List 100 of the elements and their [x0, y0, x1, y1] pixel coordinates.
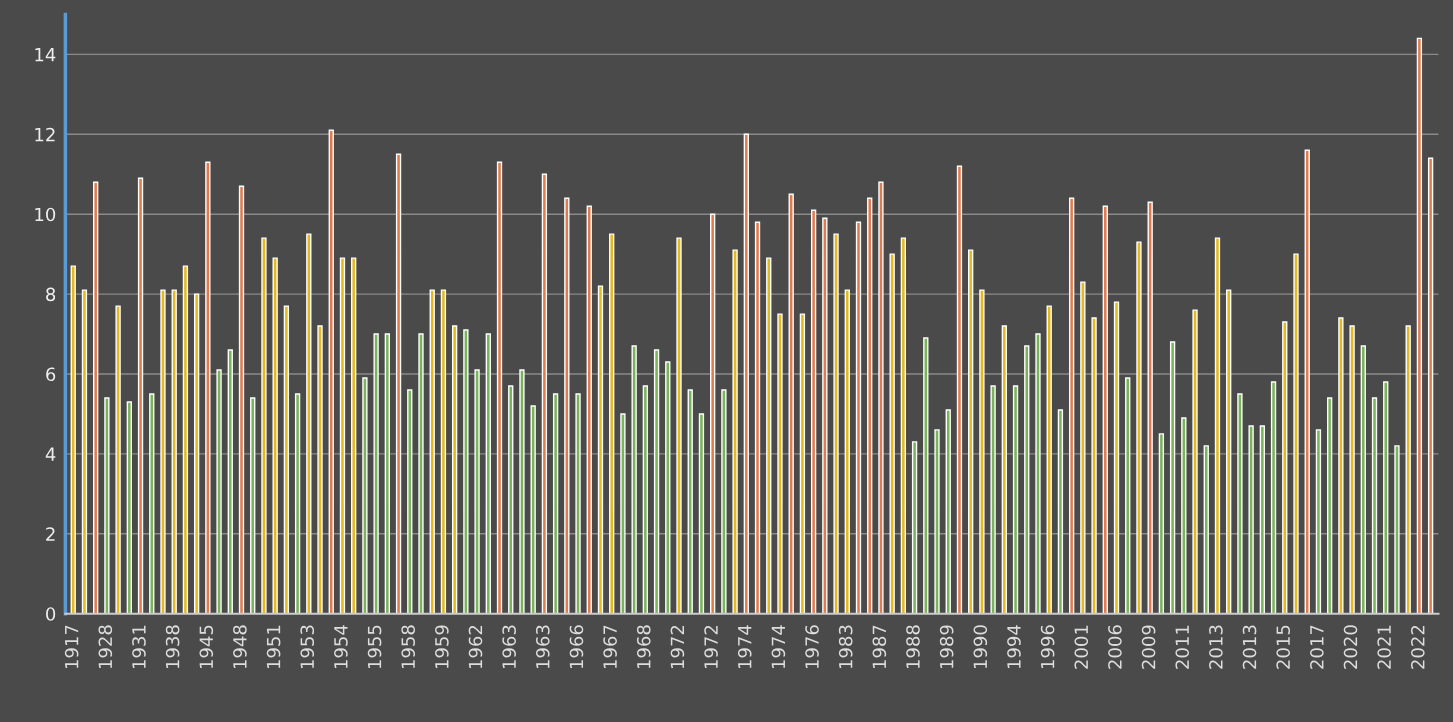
bar [1158, 433, 1165, 614]
x-tick-label: 2015 [1276, 625, 1291, 669]
y-tick-label: 2 [46, 527, 55, 541]
bar [609, 233, 615, 614]
bar [575, 393, 581, 614]
bar [171, 289, 177, 614]
bar [485, 333, 491, 614]
bar [889, 253, 895, 614]
bar [1125, 377, 1131, 614]
x-tick-label: 1928 [98, 625, 113, 669]
x-tick-label: 1967 [603, 625, 617, 669]
bar [1012, 385, 1019, 614]
x-tick-label: 1962 [468, 625, 483, 669]
bar [911, 441, 918, 614]
bar [721, 389, 727, 614]
bar [586, 205, 592, 614]
bar [261, 237, 267, 614]
bar [272, 257, 278, 614]
bar [429, 289, 435, 614]
bar [1270, 381, 1277, 614]
bar [1113, 301, 1120, 614]
bar [1383, 381, 1389, 614]
x-tick-label: 1983 [838, 625, 853, 669]
bar [822, 217, 828, 614]
bar [1394, 445, 1400, 614]
bar [294, 393, 301, 614]
bar [418, 333, 424, 614]
bar [968, 249, 974, 614]
x-tick-label: 1963 [535, 625, 550, 669]
x-tick-label: 1987 [872, 625, 887, 669]
x-tick-label: 1954 [334, 625, 348, 669]
bar [833, 233, 839, 614]
bar [597, 285, 604, 614]
x-tick-label: 2022 [1410, 625, 1425, 669]
bar [1349, 325, 1355, 614]
bar [328, 129, 334, 614]
bar [149, 393, 155, 614]
bar [923, 337, 929, 614]
y-tick-label: 12 [35, 127, 55, 142]
bar [70, 265, 76, 614]
bar [956, 165, 963, 614]
x-tick-label: 1988 [906, 625, 920, 669]
x-tick-label: 1948 [233, 625, 247, 669]
bar [855, 221, 862, 614]
x-tick-label: 1938 [165, 625, 180, 669]
bar [1147, 201, 1153, 614]
x-tick-label: 2009 [1141, 625, 1156, 669]
x-tick-label: 1953 [300, 625, 315, 669]
bar [665, 361, 671, 614]
bar [766, 257, 772, 614]
bar [844, 289, 850, 614]
bar [81, 289, 88, 614]
y-tick-label: 6 [46, 367, 56, 382]
bar [1091, 317, 1097, 614]
x-tick-label: 1976 [805, 625, 819, 669]
x-tick-label: 2006 [1108, 625, 1122, 669]
bar [1203, 445, 1209, 614]
x-tick-label: 2011 [1175, 625, 1190, 669]
x-tick-label: 1945 [199, 625, 214, 669]
bar [1001, 325, 1007, 614]
bar [104, 397, 110, 614]
bar [1360, 345, 1366, 614]
bar [306, 233, 312, 614]
bar [710, 213, 716, 614]
x-tick-label: 1972 [670, 625, 685, 669]
bar [1057, 409, 1064, 614]
x-tick-label: 1994 [1007, 625, 1021, 669]
x-tick-label: 1963 [502, 625, 516, 669]
x-tick-label: 2013 [1209, 625, 1223, 669]
bar [395, 153, 402, 614]
x-tick-label: 1931 [132, 625, 146, 669]
bar [1371, 397, 1378, 614]
bar [126, 401, 132, 614]
y-tick-label: 4 [45, 447, 56, 461]
bar [653, 349, 660, 614]
bar [541, 173, 548, 614]
y-tick-label: 10 [35, 207, 56, 222]
x-tick-label: 1972 [704, 625, 718, 669]
bar [216, 369, 222, 614]
x-tick-label: 1968 [636, 625, 651, 669]
bar [407, 389, 413, 614]
bar [631, 345, 637, 614]
x-tick-label: 2001 [1074, 625, 1089, 669]
bar [205, 161, 211, 614]
bar [1237, 393, 1243, 614]
bar [867, 197, 873, 614]
bar [182, 265, 189, 614]
bar [642, 385, 649, 614]
bar [1169, 341, 1176, 614]
bar [1326, 397, 1333, 614]
bar [362, 377, 368, 614]
bar [979, 289, 985, 614]
bar [93, 181, 99, 614]
bar [339, 257, 346, 614]
bar [878, 181, 884, 614]
x-tick-label: 1990 [973, 625, 988, 669]
bar [799, 313, 806, 614]
bar [1427, 157, 1434, 614]
bar [810, 209, 817, 614]
bar [676, 237, 682, 614]
